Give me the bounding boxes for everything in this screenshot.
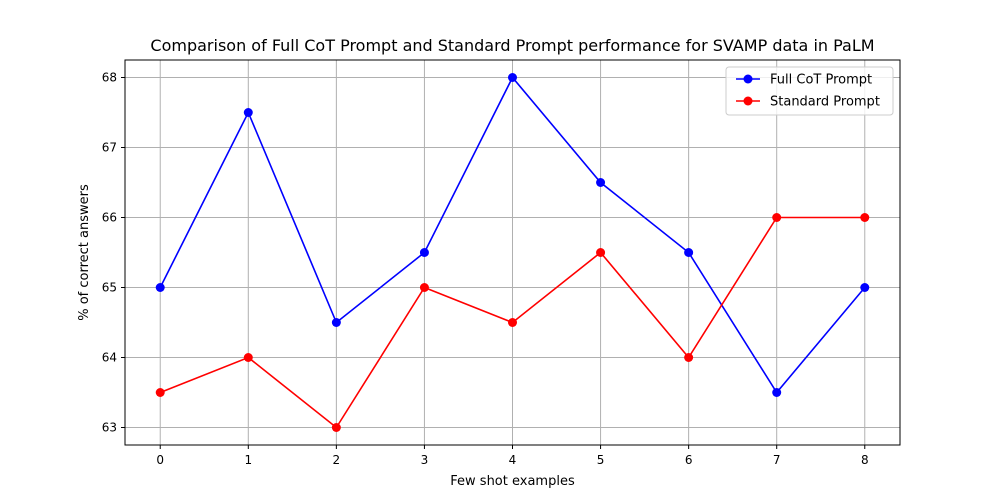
legend-box [725, 66, 894, 116]
legend-label: Standard Prompt [770, 95, 880, 110]
y-tick-label: 68 [102, 71, 117, 85]
y-tick-label: 65 [102, 281, 117, 295]
legend-marker [743, 96, 753, 106]
data-point [155, 388, 165, 397]
legend-marker [743, 74, 753, 84]
x-tick-label: 1 [244, 453, 252, 467]
data-point [596, 248, 606, 257]
data-point [684, 248, 694, 257]
data-point [243, 108, 253, 117]
data-point [331, 423, 341, 432]
x-tick-label: 6 [685, 453, 693, 467]
legend: Full CoT Prompt Standard Prompt [725, 66, 894, 116]
series-markers [155, 73, 870, 432]
data-point [860, 213, 870, 222]
data-point [419, 283, 429, 292]
x-tick-label: 5 [597, 453, 605, 467]
x-axis-label: Few shot examples [450, 474, 575, 489]
data-point [684, 353, 694, 362]
data-point [243, 353, 253, 362]
data-point [331, 318, 341, 327]
x-tick-label: 3 [421, 453, 429, 467]
y-tick-label: 63 [102, 421, 117, 435]
data-point [155, 283, 165, 292]
data-point [508, 318, 517, 327]
legend-label: Full CoT Prompt [770, 73, 872, 88]
y-tick-label: 64 [102, 351, 117, 365]
data-point [508, 73, 517, 82]
chart-title: Comparison of Full CoT Prompt and Standa… [150, 36, 874, 55]
data-point [772, 388, 782, 397]
y-tick-label: 67 [102, 141, 117, 155]
x-tick-label: 2 [333, 453, 341, 467]
data-point [772, 213, 782, 222]
x-tick-label: 7 [773, 453, 781, 467]
grid-lines [125, 60, 900, 445]
data-point [596, 178, 606, 187]
y-tick-label: 66 [102, 211, 117, 225]
x-tick-label: 0 [156, 453, 164, 467]
x-tick-label: 8 [861, 453, 869, 467]
data-point [419, 248, 429, 257]
y-axis-label: % of correct answers [77, 184, 92, 321]
x-tick-label: 4 [509, 453, 517, 467]
data-point [860, 283, 870, 292]
